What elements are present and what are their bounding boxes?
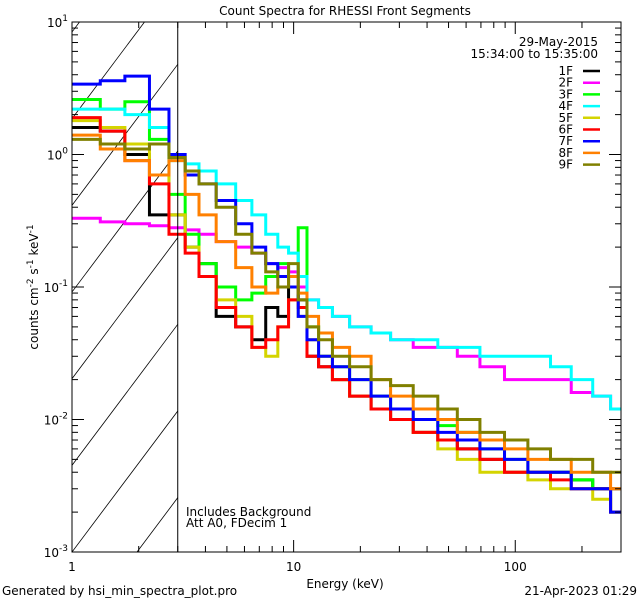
hatch-line	[72, 237, 178, 380]
series-group	[72, 74, 621, 514]
series-6F	[72, 116, 621, 514]
y-tick-exponent: 0	[62, 147, 68, 157]
x-axis-label: Energy (keV)	[306, 577, 383, 591]
y-tick-base: 10	[44, 414, 59, 428]
legend-label-2F: 2F	[558, 76, 573, 90]
axis-ticks	[71, 22, 622, 553]
generated-by-text: Generated by hsi_min_spectra_plot.pro	[2, 584, 237, 598]
series-4F	[72, 107, 621, 411]
y-tick-label: 10-1	[44, 279, 68, 295]
y-tick-exponent: -3	[59, 544, 68, 554]
legend-label-1F: 1F	[558, 64, 573, 78]
hatch-line	[72, 323, 178, 466]
y-tick-label: 100	[47, 147, 68, 163]
legend-time-range: 15:34:00 to 15:35:00	[471, 47, 598, 61]
hatch-line	[462, 0, 640, 552]
footer-timestamp: 21-Apr-2023 01:29	[524, 584, 637, 598]
y-tick-exponent: -2	[59, 412, 68, 422]
series-7F	[72, 74, 621, 514]
y-tick-base: 10	[47, 149, 62, 163]
x-tick-label: 10	[286, 560, 301, 574]
hatch-line	[72, 63, 178, 206]
legend-label-4F: 4F	[558, 99, 573, 113]
legend-date: 29-May-2015	[519, 35, 598, 49]
x-tick-label: 100	[504, 560, 527, 574]
legend-label-3F: 3F	[558, 87, 573, 101]
series-9F	[72, 137, 621, 474]
y-axis-label: counts cm-2 s-1 keV-1	[26, 224, 41, 349]
chart-title: Count Spectra for RHESSI Front Segments	[219, 4, 471, 18]
annotation-background: Includes Background	[186, 505, 311, 519]
hatch-line	[397, 0, 640, 552]
y-tick-exponent: 1	[62, 14, 68, 24]
y-tick-label: 10-3	[44, 544, 68, 560]
series-8F	[72, 133, 621, 491]
y-tick-label: 10-2	[44, 412, 68, 428]
legend-label-7F: 7F	[558, 134, 573, 148]
y-tick-base: 10	[44, 546, 59, 560]
y-tick-base: 10	[44, 281, 59, 295]
legend-label-9F: 9F	[558, 158, 573, 172]
hatch-line	[72, 150, 178, 293]
x-tick-labels: 1 10 100	[68, 560, 527, 574]
y-tick-label: 101	[47, 14, 68, 30]
y-tick-exponent: -1	[59, 279, 68, 289]
x-tick-label: 1	[68, 560, 76, 574]
annotation-attenuator: Att A0, FDecim 1	[186, 516, 287, 530]
legend-label-6F: 6F	[558, 123, 573, 137]
legend-label-8F: 8F	[558, 146, 573, 160]
y-tick-base: 10	[47, 16, 62, 30]
hatch-line	[72, 410, 178, 552]
legend-label-5F: 5F	[558, 111, 573, 125]
